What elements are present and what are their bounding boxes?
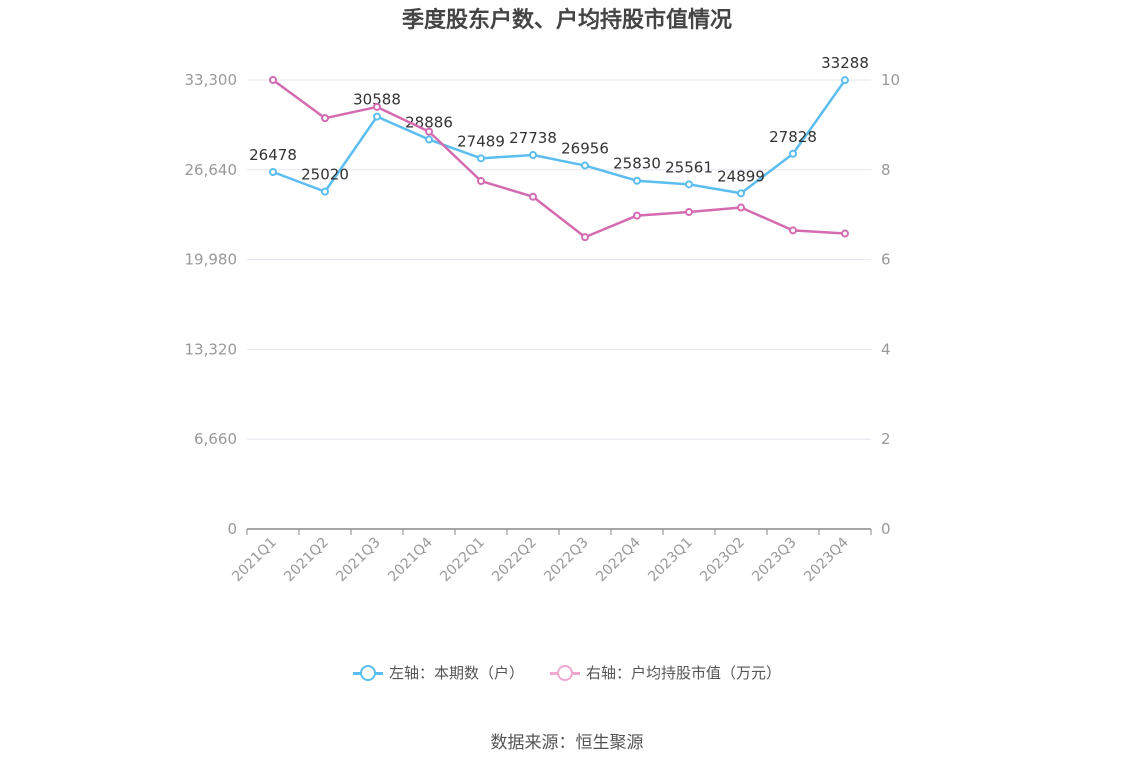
right-series-point <box>581 233 589 242</box>
right-series-point <box>737 203 745 212</box>
left-series-point <box>633 176 641 185</box>
legend-left-series-label: 左轴：本期数（户） <box>388 664 524 682</box>
left-axis-tick-label: 6,660 <box>194 430 237 448</box>
x-axis-tick-label: 2023Q2 <box>697 535 748 586</box>
data-source-note: 数据来源：恒生聚源 <box>490 733 644 753</box>
x-axis-tick-label: 2021Q3 <box>333 535 384 586</box>
data-label: 25830 <box>613 155 661 173</box>
left-series-point <box>425 135 433 144</box>
right-series-point <box>789 226 797 235</box>
left-series-point <box>685 180 693 189</box>
left-series-point <box>269 167 277 176</box>
legend-item-right-series[interactable]: 右轴：户均持股市值（万元） <box>550 662 781 683</box>
right-series-point <box>685 208 693 217</box>
left-series-point <box>789 149 797 158</box>
right-series-point <box>477 177 485 186</box>
x-axis-tick-label: 2021Q4 <box>385 534 436 585</box>
chart-title: 季度股东户数、户均持股市值情况 <box>401 8 732 33</box>
right-series-point <box>841 229 849 238</box>
data-label: 26478 <box>249 146 297 164</box>
right-series-point <box>269 76 277 84</box>
right-series-point <box>425 127 433 136</box>
right-axis-tick-label: 4 <box>881 340 891 358</box>
right-axis-tick-label: 2 <box>881 430 891 448</box>
left-axis-tick-label: 13,320 <box>185 340 238 358</box>
data-label: 33288 <box>821 54 869 72</box>
right-series-point <box>321 114 329 123</box>
x-axis-tick-label: 2022Q2 <box>489 535 540 586</box>
left-series-point <box>477 154 485 163</box>
x-axis-tick-label: 2023Q1 <box>645 535 696 586</box>
x-axis-tick-label: 2021Q2 <box>281 535 332 586</box>
left-series-point <box>737 189 745 198</box>
right-axis-tick-label: 0 <box>881 520 891 538</box>
right-axis-tick-label: 6 <box>881 251 891 269</box>
legend: 左轴：本期数（户） 右轴：户均持股市值（万元） <box>0 662 1134 683</box>
left-axis-tick-label: 0 <box>227 520 237 538</box>
data-label: 27738 <box>509 129 557 147</box>
x-axis-tick-label: 2022Q1 <box>437 535 488 586</box>
left-series-point <box>581 161 589 170</box>
data-label: 25020 <box>301 166 349 184</box>
legend-right-series-label: 右轴：户均持股市值（万元） <box>586 664 782 682</box>
legend-item-left-series[interactable]: 左轴：本期数（户） <box>352 662 524 683</box>
legend-right-series-icon <box>550 664 580 681</box>
data-label: 27489 <box>457 132 505 150</box>
left-axis-tick-label: 26,640 <box>185 161 238 179</box>
data-label: 30588 <box>353 91 401 109</box>
x-axis-tick-label: 2022Q3 <box>541 535 592 586</box>
left-series-point <box>841 76 849 85</box>
data-label: 25561 <box>665 158 713 176</box>
x-axis-tick-label: 2023Q3 <box>749 535 800 586</box>
left-axis-tick-label: 19,980 <box>185 251 238 269</box>
x-axis-tick-label: 2022Q4 <box>593 534 644 585</box>
right-axis-tick-label: 10 <box>881 71 900 89</box>
legend-left-series-icon <box>352 664 383 681</box>
x-axis-tick-label: 2021Q1 <box>229 535 280 586</box>
left-series-point <box>373 112 381 121</box>
left-series-point <box>529 150 537 159</box>
data-label: 26956 <box>561 140 609 158</box>
left-axis-tick-label: 33,300 <box>185 71 238 89</box>
x-axis-tick-label: 2023Q4 <box>801 534 852 585</box>
data-label: 24899 <box>717 167 765 185</box>
right-series-point <box>373 102 381 111</box>
right-series-point <box>529 192 537 201</box>
right-series-point <box>633 211 641 220</box>
left-series-point <box>321 187 329 196</box>
right-axis-tick-label: 8 <box>881 161 891 179</box>
left-series-line <box>272 79 847 195</box>
data-label: 27828 <box>769 128 817 146</box>
right-series-line <box>272 78 846 239</box>
